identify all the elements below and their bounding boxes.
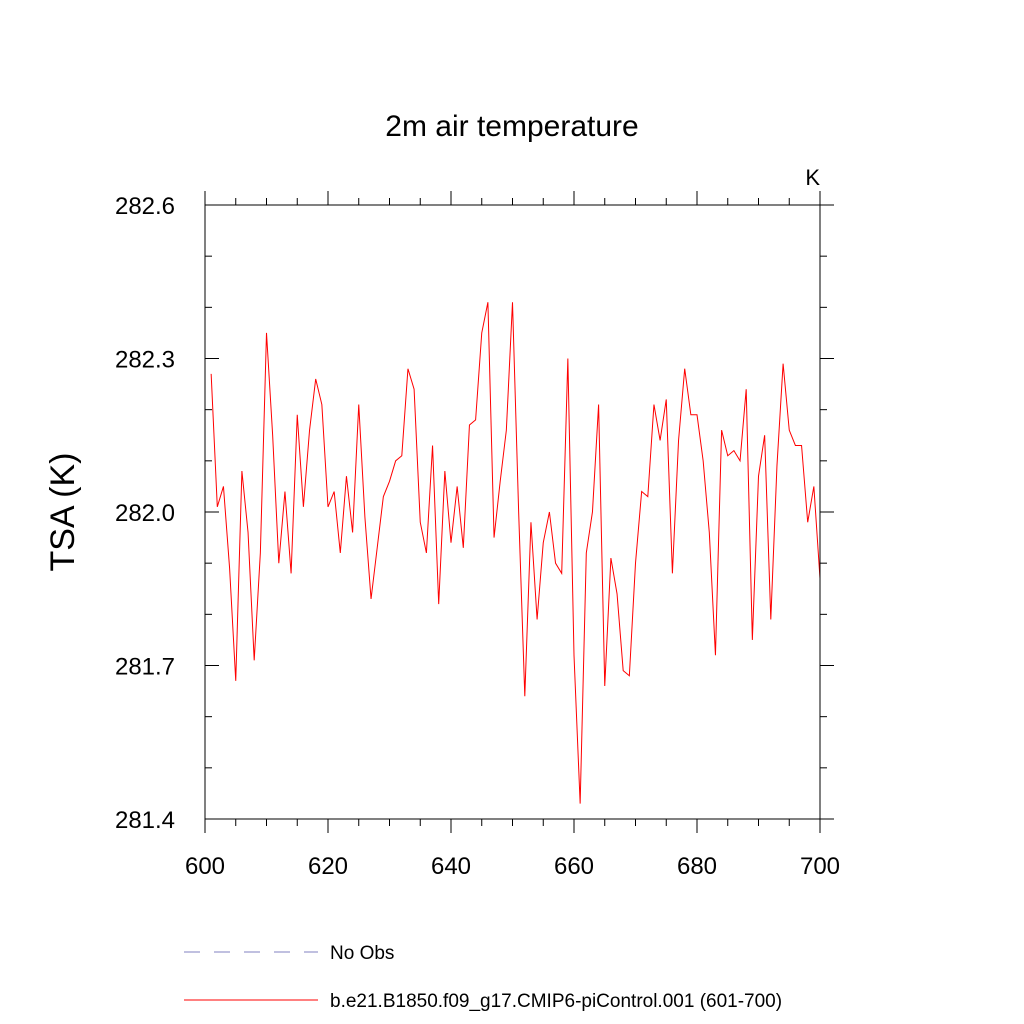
- y-tick-label: 281.4: [115, 807, 175, 834]
- y-tick-label: 282.3: [115, 347, 175, 374]
- y-tick-labels: 281.4 281.7 282.0 282.3 282.6: [115, 193, 175, 834]
- legend-label-picontrol: b.e21.B1850.f09_g17.CMIP6-piControl.001 …: [330, 991, 782, 1012]
- axis-ticks: [204, 191, 834, 833]
- series-layer: [210, 302, 821, 804]
- y-tick-label: 282.6: [115, 193, 175, 220]
- x-tick-label: 640: [431, 853, 471, 880]
- x-tick-label: 620: [308, 853, 348, 880]
- x-tick-label: 600: [185, 853, 225, 880]
- legend: No Obs b.e21.B1850.f09_g17.CMIP6-piContr…: [184, 943, 782, 1012]
- plot-frame: [204, 204, 821, 820]
- x-tick-labels: 600 620 640 660 680 700: [185, 853, 840, 880]
- y-axis-label: TSA (K): [44, 452, 82, 571]
- series-line-0: [210, 302, 821, 804]
- y-tick-label: 281.7: [115, 654, 175, 681]
- legend-label-no-obs: No Obs: [330, 943, 394, 964]
- x-tick-label: 700: [800, 853, 840, 880]
- chart-title: 2m air temperature: [385, 110, 638, 143]
- x-tick-label: 660: [554, 853, 594, 880]
- y-tick-label: 282.0: [115, 500, 175, 527]
- units-label: K: [805, 165, 820, 190]
- x-tick-label: 680: [677, 853, 717, 880]
